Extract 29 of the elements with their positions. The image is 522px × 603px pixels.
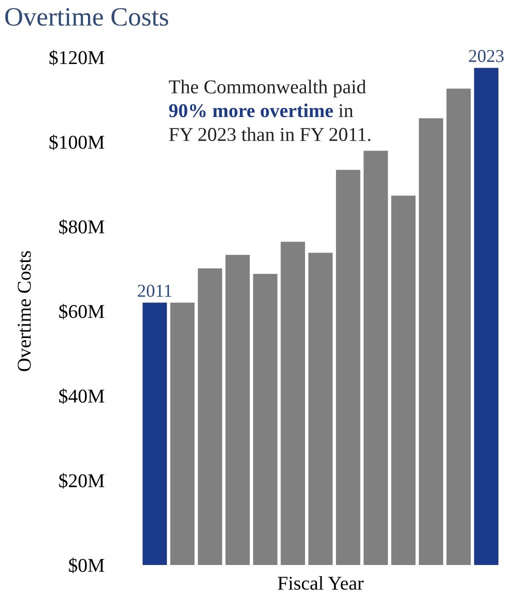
bar [446,88,471,566]
y-tick-label: $40M [59,388,104,404]
bar [225,254,250,566]
bar [364,150,388,566]
bar [336,170,360,566]
bar [253,274,278,566]
bar [391,196,416,566]
bar [308,252,333,566]
x-axis-title: Fiscal Year [278,576,364,590]
bar [198,268,222,566]
bar [474,68,498,566]
y-axis-title: Overtime Costs [18,251,31,372]
x-tick-label: 2023 [469,50,504,62]
y-tick-label: $20M [59,473,104,489]
bar [418,118,444,566]
annotation: 90% more overtime [169,104,333,118]
chart-title: Overtime Costs [5,8,168,26]
x-tick-label: 2011 [138,284,172,297]
y-tick-label: $120M [49,50,104,66]
y-tick-label: $80M [59,219,104,235]
y-tick-label: $100M [49,134,104,150]
bar [280,242,306,566]
y-tick-label: $0M [68,558,104,574]
y-tick-label: $60M [59,304,104,320]
annotation: The Commonwealth paid [168,80,366,98]
annotation: in [338,104,354,118]
bar [170,302,195,566]
annotation: FY 2023 than in FY 2011. [169,127,370,142]
bar [142,302,167,566]
